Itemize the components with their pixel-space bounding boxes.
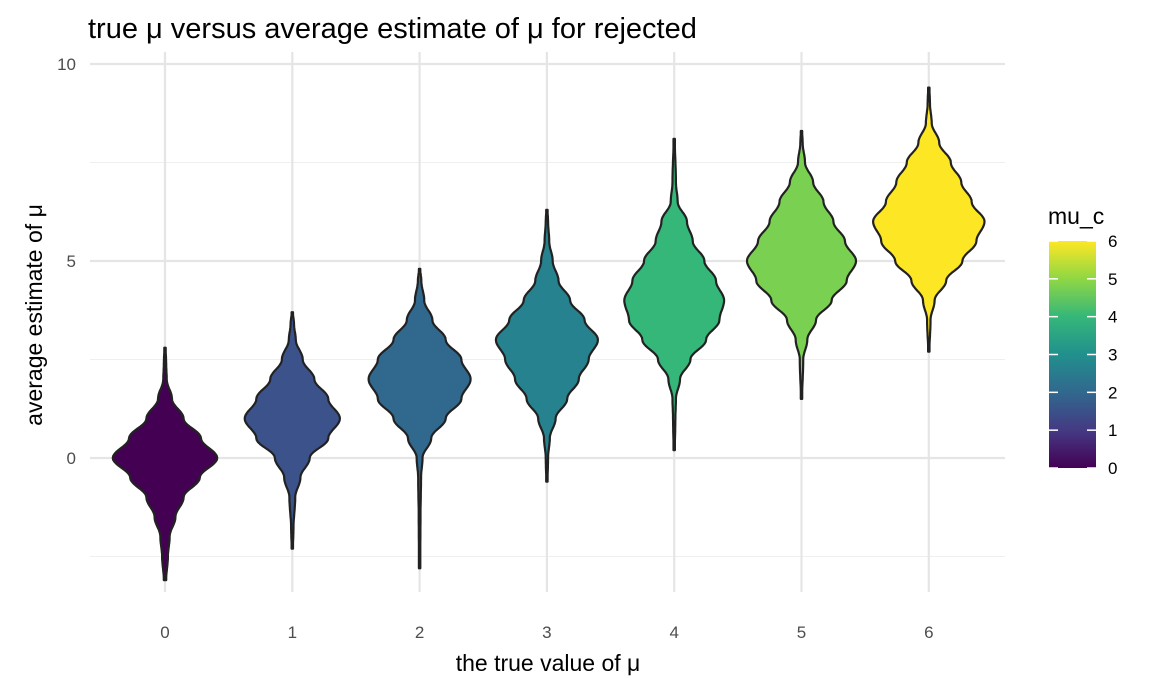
y-tick-label: 5	[67, 252, 76, 271]
violin-4	[623, 137, 726, 452]
legend-tick-label: 1	[1108, 421, 1117, 440]
violin-2	[367, 267, 472, 570]
legend-ticks: 0 1 2 3 4 5 6	[1049, 232, 1117, 478]
y-axis-ticks: 0 5 10	[57, 55, 76, 468]
x-tick-label: 6	[924, 623, 933, 642]
x-tick-label: 5	[797, 623, 806, 642]
legend-tick-label: 2	[1108, 383, 1117, 402]
x-tick-label: 1	[288, 623, 297, 642]
x-tick-label: 3	[542, 623, 551, 642]
legend-tick-label: 3	[1108, 346, 1117, 365]
y-tick-label: 0	[67, 449, 76, 468]
violin-5	[745, 129, 858, 400]
legend-tick-label: 5	[1108, 270, 1117, 289]
violins	[111, 86, 986, 582]
y-tick-label: 10	[57, 55, 76, 74]
violin-3	[494, 208, 599, 483]
legend-tick-label: 4	[1108, 308, 1117, 327]
legend: mu_c 0 1 2 3 4 5 6	[1048, 203, 1117, 478]
x-axis-ticks: 0 1 2 3 4 5 6	[160, 623, 933, 642]
x-tick-label: 2	[415, 623, 424, 642]
legend-tick-label: 0	[1108, 459, 1117, 478]
y-axis-title: average estimate of μ	[21, 204, 47, 426]
violin-0	[111, 346, 219, 582]
violin-1	[243, 311, 341, 550]
legend-title: mu_c	[1048, 203, 1104, 229]
violin-6	[872, 86, 986, 353]
chart-title: true μ versus average estimate of μ for …	[88, 13, 697, 45]
x-axis-title: the true value of μ	[456, 650, 641, 676]
legend-tick-label: 6	[1108, 232, 1117, 251]
x-tick-label: 0	[160, 623, 169, 642]
x-tick-label: 4	[669, 623, 678, 642]
